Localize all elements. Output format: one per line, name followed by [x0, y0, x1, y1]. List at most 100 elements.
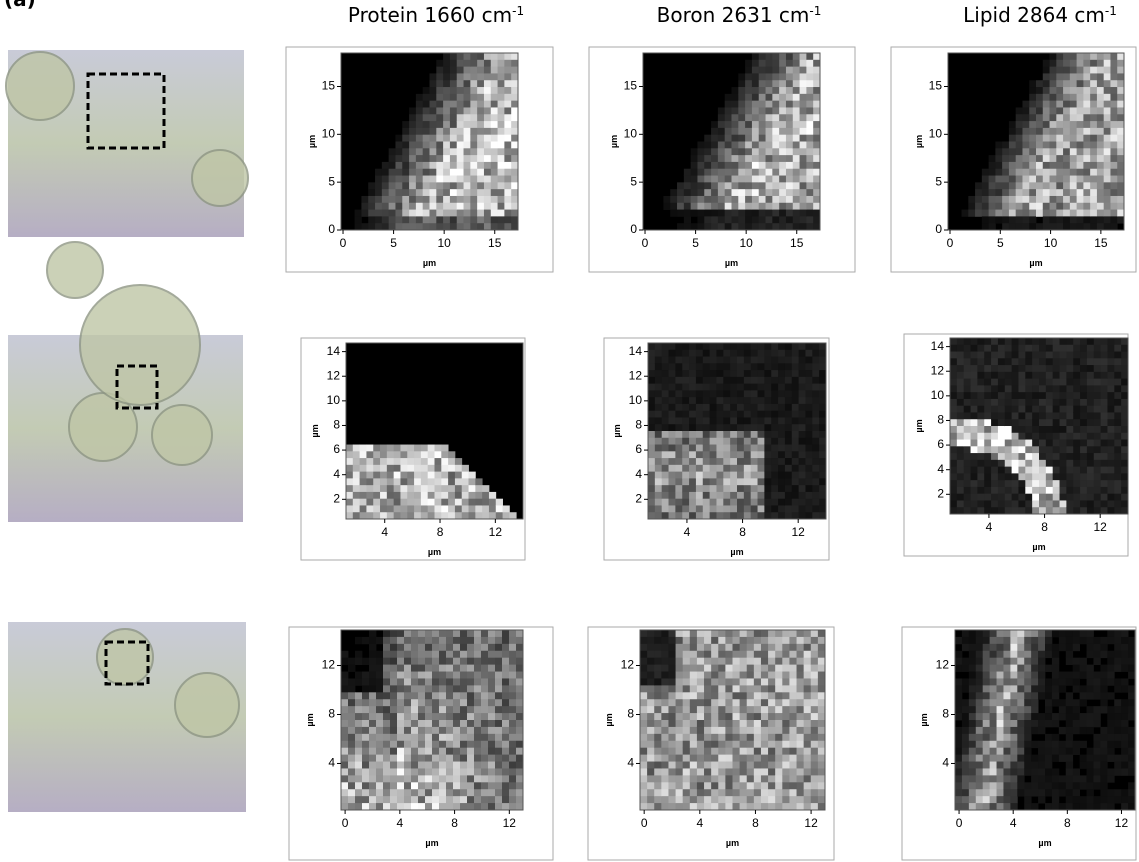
map-pixel — [1012, 365, 1019, 372]
map-pixel — [1010, 672, 1017, 679]
map-pixel — [404, 720, 411, 727]
map-pixel — [684, 182, 691, 189]
map-pixel — [799, 397, 806, 404]
map-pixel — [661, 630, 669, 637]
map-pixel — [789, 685, 797, 692]
map-pixel — [1032, 500, 1039, 507]
map-pixel — [647, 685, 655, 692]
map-pixel — [962, 210, 969, 217]
map-pixel — [683, 796, 691, 803]
map-pixel — [481, 720, 488, 727]
map-pixel — [1107, 706, 1114, 713]
map-pixel — [477, 189, 484, 196]
map-pixel — [1053, 352, 1060, 359]
map-pixel — [758, 350, 765, 357]
map-pixel — [498, 94, 505, 101]
map-pixel — [481, 685, 488, 692]
map-pixel — [676, 727, 684, 734]
map-pixel — [1046, 385, 1053, 392]
y-tick-label: 8 — [635, 418, 642, 432]
map-pixel — [682, 499, 689, 506]
map-pixel — [690, 789, 698, 796]
map-pixel — [1110, 176, 1117, 183]
map-pixel — [1050, 53, 1057, 60]
map-pixel — [785, 512, 792, 519]
map-pixel — [704, 182, 711, 189]
map-pixel — [811, 713, 819, 720]
map-pixel — [725, 121, 732, 128]
map-pixel — [450, 87, 457, 94]
map-pixel — [697, 803, 705, 810]
map-pixel — [1097, 155, 1104, 162]
map-pixel — [1110, 94, 1117, 101]
map-pixel — [362, 796, 369, 803]
map-pixel — [1046, 460, 1053, 467]
map-pixel — [758, 512, 765, 519]
map-pixel — [957, 406, 964, 413]
map-pixel — [341, 762, 348, 769]
map-pixel — [682, 390, 689, 397]
map-pixel — [502, 692, 509, 699]
map-pixel — [348, 741, 355, 748]
map-pixel — [395, 216, 402, 223]
map-pixel — [1110, 216, 1117, 223]
map-pixel — [477, 114, 484, 121]
map-pixel — [640, 678, 648, 685]
map-pixel — [754, 796, 762, 803]
map-pixel — [394, 465, 401, 472]
map-pixel — [425, 741, 432, 748]
y-axis-label: µm — [609, 135, 619, 148]
map-pixel — [355, 789, 362, 796]
map-pixel — [411, 803, 418, 810]
map-pixel — [747, 665, 755, 672]
map-pixel — [453, 658, 460, 665]
map-pixel — [1032, 480, 1039, 487]
map-pixel — [448, 478, 455, 485]
y-tick-label: 8 — [328, 707, 335, 721]
map-pixel — [1087, 352, 1094, 359]
map-pixel — [704, 803, 712, 810]
map-pixel — [818, 630, 826, 637]
map-pixel — [950, 500, 957, 507]
map-pixel — [446, 796, 453, 803]
map-pixel — [502, 713, 509, 720]
map-pixel — [689, 411, 696, 418]
map-pixel — [683, 678, 691, 685]
map-pixel — [793, 203, 800, 210]
map-pixel — [1093, 720, 1100, 727]
map-pixel — [373, 472, 380, 479]
map-pixel — [789, 665, 797, 672]
map-pixel — [1005, 345, 1012, 352]
map-pixel — [428, 458, 435, 465]
map-pixel — [955, 762, 962, 769]
map-pixel — [998, 365, 1005, 372]
map-pixel — [813, 121, 820, 128]
map-pixel — [389, 189, 396, 196]
map-pixel — [1039, 406, 1046, 413]
map-pixel — [1053, 440, 1060, 447]
map-pixel — [995, 203, 1002, 210]
map-pixel — [376, 699, 383, 706]
map-pixel — [1029, 94, 1036, 101]
map-pixel — [484, 203, 491, 210]
map-pixel — [1121, 365, 1128, 372]
map-pixel — [516, 665, 523, 672]
map-pixel — [654, 678, 662, 685]
map-pixel — [655, 370, 662, 377]
map-pixel — [504, 128, 511, 135]
map-pixel — [1052, 796, 1059, 803]
map-pixel — [655, 438, 662, 445]
map-pixel — [969, 672, 976, 679]
map-pixel — [1053, 426, 1060, 433]
map-pixel — [723, 417, 730, 424]
map-pixel — [1052, 713, 1059, 720]
map-pixel — [977, 446, 984, 453]
map-pixel — [1010, 692, 1017, 699]
map-pixel — [740, 768, 748, 775]
map-pixel — [766, 87, 773, 94]
map-pixel — [1016, 107, 1023, 114]
map-pixel — [484, 142, 491, 149]
map-pixel — [1073, 803, 1080, 810]
map-pixel — [1117, 114, 1124, 121]
map-pixel — [991, 487, 998, 494]
